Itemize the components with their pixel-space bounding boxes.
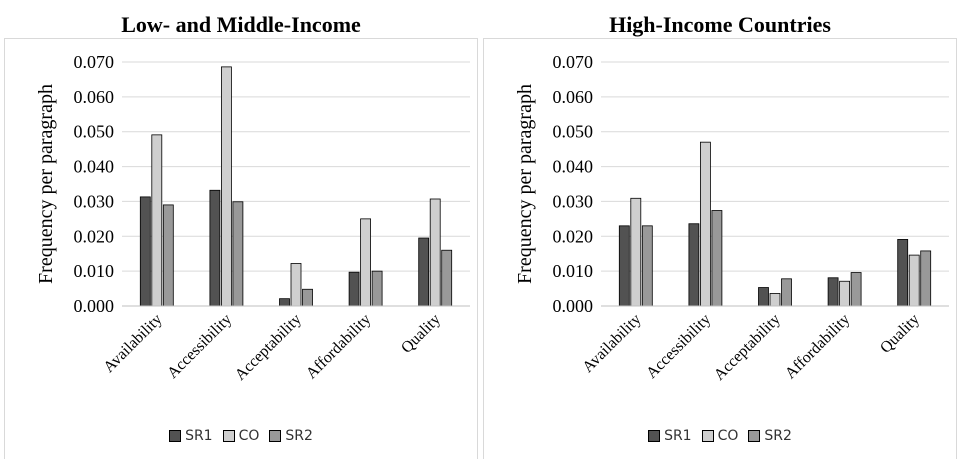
legend-item-co: CO [222, 428, 260, 444]
bar-sr1-accessibility [688, 223, 700, 307]
bar-sr2-accessibility [232, 201, 244, 307]
legend-item-sr2: SR2 [269, 428, 313, 444]
bar-sr2-quality [920, 250, 932, 307]
bar-sr1-affordability [348, 271, 360, 307]
legend-item-co: CO [701, 428, 739, 444]
bar-co-availability [630, 197, 642, 307]
legend-swatch-sr1 [648, 430, 661, 442]
legend-swatch-sr2 [269, 430, 282, 442]
legend-label: SR2 [764, 428, 792, 444]
y-tick-label: 0.050 [553, 122, 594, 142]
x-category-label: Affordability [782, 311, 854, 383]
legend-label: SR1 [185, 428, 213, 444]
y-tick-label: 0.040 [553, 157, 594, 177]
legend-label: SR1 [664, 428, 692, 444]
x-category-label: Affordability [303, 311, 375, 383]
y-tick-label: 0.070 [553, 52, 594, 72]
y-tick-label: 0.020 [553, 226, 594, 246]
bar-sr1-accessibility [209, 189, 221, 307]
y-tick-label: 0.040 [74, 157, 115, 177]
chart-frame [4, 38, 478, 459]
bar-co-acceptability [769, 293, 781, 307]
bar-co-availability [151, 134, 163, 307]
bar-sr1-quality [418, 237, 430, 307]
chart-title: Low- and Middle-Income [121, 12, 361, 37]
bar-co-accessibility [220, 66, 232, 307]
bar-sr2-availability [641, 225, 653, 307]
y-tick-label: 0.030 [553, 191, 594, 211]
y-tick-label: 0.000 [74, 296, 115, 316]
chart-panel-high-income: High-Income Countries Frequency per para… [483, 0, 957, 461]
bar-sr2-acceptability [302, 288, 313, 307]
bar-sr1-availability [139, 196, 151, 307]
y-axis-title: Frequency per paragraph [514, 84, 536, 284]
legend-item-sr1: SR1 [648, 428, 692, 444]
x-category-label: Availability [100, 311, 165, 376]
chart-legend: SR1 CO SR2 [4, 428, 478, 444]
chart-title: High-Income Countries [609, 12, 831, 37]
legend-swatch-co [222, 430, 235, 442]
x-category-label: Acceptability [232, 311, 305, 384]
bar-sr1-acceptability [758, 287, 769, 307]
legend-item-sr2: SR2 [748, 428, 792, 444]
x-category-label: Accessibility [164, 311, 235, 382]
legend-label: CO [238, 428, 260, 444]
bar-chart: Frequency per paragraph 0.000 0.010 0.020 0.… [35, 52, 470, 384]
x-category-label: Availability [579, 311, 644, 376]
bar-sr1-availability [618, 225, 630, 307]
y-tick-label: 0.060 [553, 87, 594, 107]
chart-legend: SR1 CO SR2 [483, 428, 957, 444]
legend-swatch-sr2 [748, 430, 761, 442]
x-category-label: Quality [398, 311, 444, 357]
bar-co-acceptability [290, 263, 302, 307]
bar-chart: Frequency per paragraph 0.000 0.010 0.020 0.… [514, 52, 949, 384]
legend-swatch-co [701, 430, 714, 442]
bar-sr1-affordability [827, 277, 839, 307]
y-tick-label: 0.060 [74, 87, 115, 107]
y-tick-label: 0.010 [553, 261, 594, 281]
bar-sr2-availability [162, 204, 174, 307]
x-category-label: Accessibility [643, 311, 714, 382]
y-tick-label: 0.070 [74, 52, 115, 72]
legend-label: CO [717, 428, 739, 444]
bar-sr2-quality [441, 249, 453, 307]
y-tick-label: 0.050 [74, 122, 115, 142]
x-category-label: Acceptability [711, 311, 784, 384]
bar-sr2-accessibility [711, 210, 723, 307]
bar-sr2-affordability [371, 270, 383, 307]
legend-item-sr1: SR1 [169, 428, 213, 444]
x-category-label: Quality [877, 311, 923, 357]
y-axis-title: Frequency per paragraph [35, 84, 57, 284]
y-tick-label: 0.020 [74, 226, 115, 246]
legend-swatch-sr1 [169, 430, 182, 442]
bar-co-quality [429, 198, 441, 307]
chart-panel-low-middle-income: Low- and Middle-Income Frequency per par… [4, 0, 478, 461]
legend-label: SR2 [285, 428, 313, 444]
y-tick-label: 0.030 [74, 191, 115, 211]
bar-co-affordability [839, 280, 851, 307]
bar-co-quality [908, 254, 920, 307]
y-tick-label: 0.000 [553, 296, 594, 316]
bar-sr1-acceptability [279, 298, 290, 307]
bar-sr1-quality [897, 239, 909, 307]
bar-co-affordability [360, 218, 372, 307]
bar-sr2-acceptability [781, 278, 792, 307]
bar-sr2-affordability [850, 272, 862, 307]
y-tick-label: 0.010 [74, 261, 115, 281]
bar-co-accessibility [699, 141, 711, 307]
